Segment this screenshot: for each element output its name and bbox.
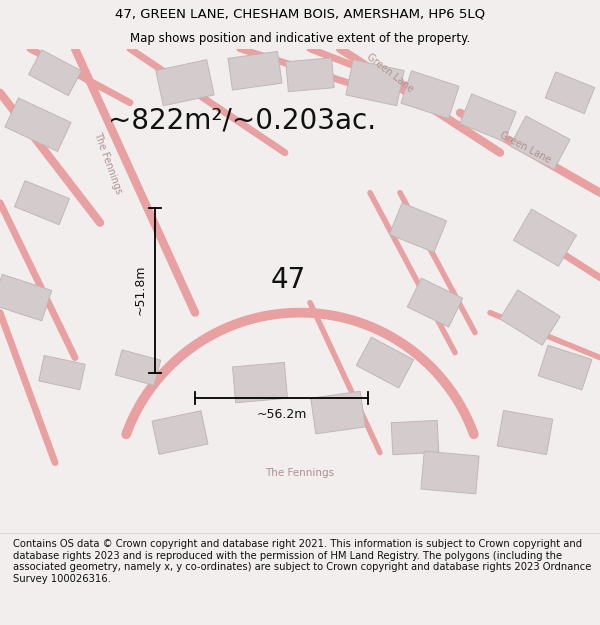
Text: 47: 47 bbox=[271, 266, 305, 294]
Polygon shape bbox=[115, 350, 161, 385]
Text: The Fennings: The Fennings bbox=[92, 131, 124, 195]
Polygon shape bbox=[497, 411, 553, 454]
Polygon shape bbox=[389, 203, 446, 252]
Text: Contains OS data © Crown copyright and database right 2021. This information is : Contains OS data © Crown copyright and d… bbox=[13, 539, 592, 584]
Polygon shape bbox=[228, 51, 282, 90]
Polygon shape bbox=[156, 60, 214, 106]
Text: ~51.8m: ~51.8m bbox=[134, 265, 147, 316]
Polygon shape bbox=[346, 60, 404, 106]
Polygon shape bbox=[514, 209, 577, 266]
Polygon shape bbox=[29, 50, 82, 96]
Polygon shape bbox=[460, 94, 516, 141]
Polygon shape bbox=[0, 274, 52, 321]
Text: Green Lane: Green Lane bbox=[365, 51, 415, 94]
Polygon shape bbox=[356, 338, 414, 388]
Polygon shape bbox=[286, 58, 334, 92]
Polygon shape bbox=[233, 362, 287, 403]
Polygon shape bbox=[14, 181, 70, 224]
Polygon shape bbox=[407, 278, 463, 327]
Polygon shape bbox=[152, 411, 208, 454]
Text: Green Lane: Green Lane bbox=[498, 130, 552, 166]
Polygon shape bbox=[538, 345, 592, 390]
Polygon shape bbox=[311, 391, 365, 434]
Polygon shape bbox=[500, 290, 560, 345]
Polygon shape bbox=[39, 356, 85, 389]
Polygon shape bbox=[5, 98, 71, 151]
Polygon shape bbox=[421, 451, 479, 494]
Text: ~822m²/~0.203ac.: ~822m²/~0.203ac. bbox=[108, 107, 376, 135]
Polygon shape bbox=[401, 71, 459, 119]
Polygon shape bbox=[510, 116, 570, 169]
Text: ~56.2m: ~56.2m bbox=[256, 408, 307, 421]
Text: The Fennings: The Fennings bbox=[265, 468, 335, 478]
Polygon shape bbox=[391, 421, 439, 455]
Text: Map shows position and indicative extent of the property.: Map shows position and indicative extent… bbox=[130, 31, 470, 44]
Polygon shape bbox=[545, 72, 595, 114]
Text: 47, GREEN LANE, CHESHAM BOIS, AMERSHAM, HP6 5LQ: 47, GREEN LANE, CHESHAM BOIS, AMERSHAM, … bbox=[115, 7, 485, 20]
